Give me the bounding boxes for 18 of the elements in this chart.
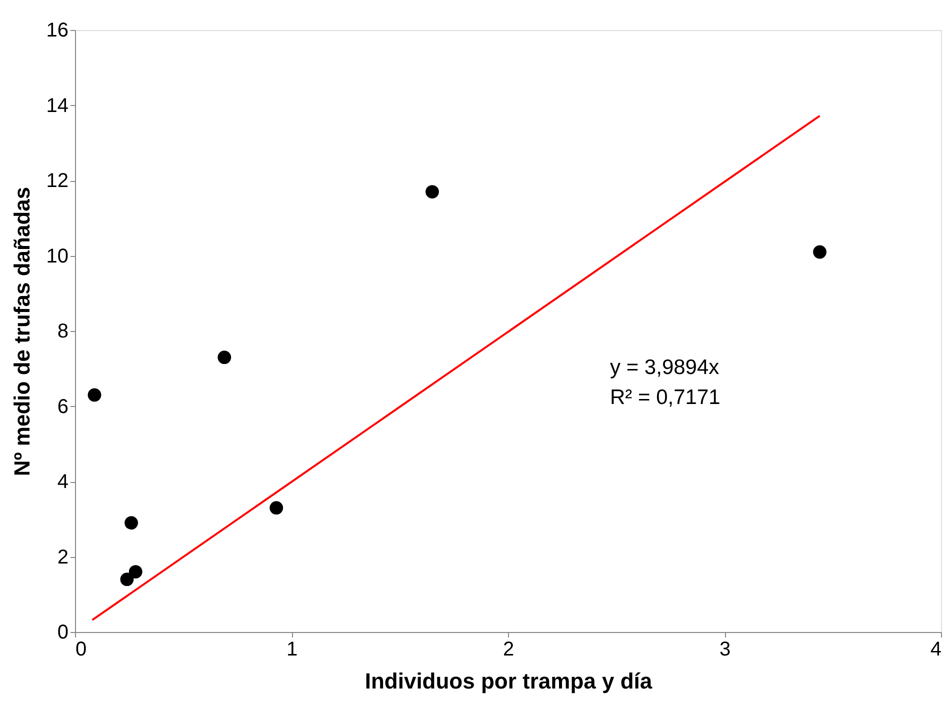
y-tick-label: 14: [46, 94, 68, 117]
x-tick-label: 2: [502, 638, 514, 660]
y-tick-label: 10: [46, 245, 68, 268]
y-tick-label: 8: [57, 320, 68, 342]
x-tick-label: 0: [76, 638, 87, 660]
y-tick-label: 12: [46, 170, 68, 192]
x-axis-title: Individuos por trampa y día: [364, 668, 653, 694]
y-tick-label: 0: [57, 622, 68, 644]
annotation: y = 3,9894x: [610, 356, 720, 379]
y-tick-label: 2: [57, 546, 68, 568]
y-axis-title: Nº medio de trufas dañadas: [9, 186, 34, 476]
y-tick-label: 4: [57, 471, 68, 493]
y-tick-label: 16: [46, 20, 68, 42]
annotation: R² = 0,7171: [610, 386, 720, 409]
x-tick-label: 4: [930, 638, 942, 660]
y-tick-label: 6: [57, 396, 68, 418]
x-tick-label: 3: [719, 638, 731, 660]
x-tick-label: 1: [286, 638, 298, 660]
